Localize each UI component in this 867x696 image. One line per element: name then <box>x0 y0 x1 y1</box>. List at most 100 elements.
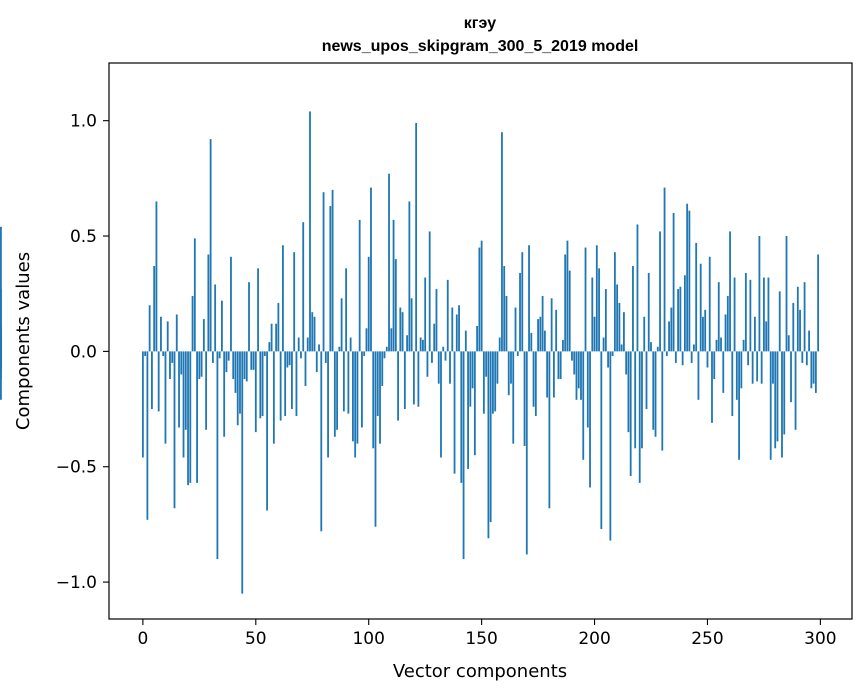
bar-56 <box>268 342 271 352</box>
bar-135 <box>446 279 449 352</box>
bar-85 <box>333 351 336 437</box>
bar-70 <box>300 351 302 359</box>
bar-292 <box>801 351 804 363</box>
bar-170 <box>525 351 528 555</box>
bar-174 <box>534 351 537 416</box>
bar-164 <box>512 351 515 444</box>
bar-142 <box>462 351 465 560</box>
bar-278 <box>769 351 772 460</box>
bar-86 <box>336 351 338 430</box>
bar-22 <box>191 296 194 352</box>
bar-45 <box>243 351 246 380</box>
bar-81 <box>324 351 327 363</box>
bar-59 <box>275 323 278 352</box>
bar-83 <box>329 206 332 352</box>
bar-116 <box>403 351 406 410</box>
chart-title: кгэу <box>464 15 497 32</box>
bar-294 <box>805 351 808 366</box>
bar-42 <box>236 351 239 426</box>
bar-60 <box>277 302 280 352</box>
bar-293 <box>803 282 806 352</box>
bar-209 <box>613 252 616 352</box>
bar-91 <box>347 351 350 414</box>
bar-25 <box>198 351 201 380</box>
bar-168 <box>521 252 524 352</box>
bar-197 <box>586 351 589 428</box>
bar-140 <box>458 305 460 352</box>
y-axis-label: Components values <box>13 252 34 430</box>
bar-227 <box>654 351 657 437</box>
bar-26 <box>200 351 203 377</box>
bar-261 <box>731 351 734 416</box>
bar-270 <box>751 351 754 384</box>
bar-65 <box>288 351 291 366</box>
bar-108 <box>385 346 388 352</box>
bar-4 <box>151 351 153 410</box>
bar-191 <box>573 351 576 375</box>
bar-173 <box>532 351 535 407</box>
bar-121 <box>415 122 418 352</box>
bar-106 <box>381 351 384 386</box>
x-tick-label: 200 <box>578 629 610 649</box>
bar-255 <box>717 282 720 352</box>
bar-128 <box>431 351 433 363</box>
bar-153 <box>487 351 490 539</box>
bar-29 <box>207 254 210 352</box>
bar-101 <box>370 187 372 352</box>
bar-145 <box>469 351 472 407</box>
bar-152 <box>485 351 488 377</box>
bar-162 <box>507 351 510 396</box>
bar-201 <box>595 245 598 352</box>
bar-9 <box>162 351 165 356</box>
bar-80 <box>322 192 325 352</box>
bar-63 <box>284 351 287 416</box>
bar-160 <box>503 266 506 352</box>
bar-71 <box>302 222 305 352</box>
bar-107 <box>383 351 386 359</box>
bar-77 <box>315 351 318 373</box>
x-tick-label: 300 <box>804 629 836 649</box>
bar-281 <box>776 351 779 442</box>
plot-frame <box>108 62 853 620</box>
bar-62 <box>281 245 284 352</box>
bar-181 <box>550 298 553 352</box>
bar-172 <box>530 332 533 352</box>
bar-32 <box>214 284 217 352</box>
bar-130 <box>435 289 438 352</box>
bar-34 <box>218 351 221 359</box>
bar-95 <box>356 351 359 444</box>
x-tick-label: 250 <box>691 629 723 649</box>
bar-72 <box>304 351 307 386</box>
bar-229 <box>659 231 661 352</box>
x-axis-ticks: 0 50 100 150 200 250 300 <box>137 619 837 649</box>
bar-114 <box>399 307 402 352</box>
bar-250 <box>706 351 709 368</box>
bar-231 <box>663 187 666 352</box>
bar-299 <box>817 254 820 352</box>
bar-154 <box>489 351 492 523</box>
bar-78 <box>318 344 320 352</box>
bar-120 <box>412 351 415 405</box>
bar-8 <box>160 316 162 352</box>
bar-224 <box>647 272 650 352</box>
bar-89 <box>342 351 345 412</box>
bar-241 <box>686 203 689 352</box>
bar-211 <box>618 302 621 352</box>
bar-35 <box>221 300 223 352</box>
bar-233 <box>668 321 670 352</box>
bar-31 <box>211 351 214 363</box>
bar-109 <box>388 173 390 352</box>
bar-206 <box>607 351 609 368</box>
bar-100 <box>367 256 370 352</box>
bar-46 <box>245 351 248 382</box>
bar-284 <box>783 351 786 435</box>
bar-232 <box>665 351 668 356</box>
bar-5 <box>153 266 156 352</box>
bar-118 <box>408 201 411 352</box>
y-tick-label: 1.0 <box>70 112 97 132</box>
bar-195 <box>582 351 585 460</box>
bar-79 <box>320 351 323 532</box>
bar-136 <box>449 351 451 384</box>
bar-205 <box>604 289 607 352</box>
bar-214 <box>625 351 628 375</box>
